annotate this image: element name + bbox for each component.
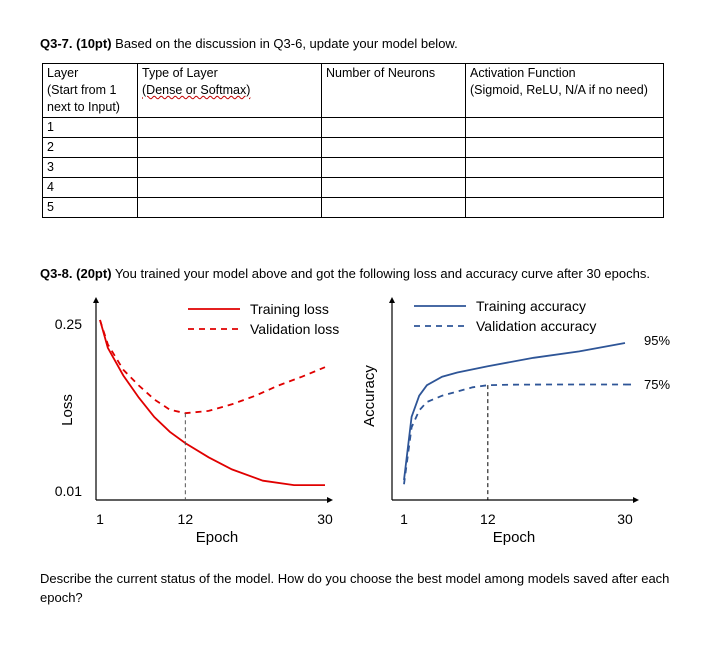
question-points: (10pt) <box>76 36 112 51</box>
header-layer: Layer (Start from 1 next to Input) <box>42 63 138 118</box>
y-axis-label: Loss <box>59 394 76 426</box>
loss-chart: 0.25 0.01 1 12 30 Epoch Loss Training loss Valid… <box>55 297 339 546</box>
legend-label: Training loss <box>250 301 329 317</box>
table-row: 2 <box>42 137 664 158</box>
legend-label: Validation accuracy <box>476 318 596 334</box>
legend-label: Validation loss <box>250 321 339 337</box>
end-value-label: 95% <box>644 333 670 348</box>
question-3-8-title: Q3-8. (20pt) You trained your model abov… <box>40 266 650 281</box>
x-tick-label: 1 <box>400 511 408 527</box>
charts-figure: 0.25 0.01 1 12 30 Epoch Loss Training loss Valid… <box>55 297 670 546</box>
question-points: (20pt) <box>76 266 112 281</box>
description-text: Describe the current status of the model… <box>40 571 670 605</box>
header-type-of-layer: Type of Layer (Dense or Softmax) <box>137 63 322 118</box>
accuracy-chart: 1 12 30 Epoch Accuracy Training accuracy Valid… <box>361 297 670 546</box>
layer-table: Layer (Start from 1 next to Input) Type … <box>42 63 664 218</box>
activation-cell[interactable] <box>465 197 664 218</box>
end-value-label: 75% <box>644 377 670 392</box>
validation-loss-line <box>99 319 326 415</box>
question-3-7-title: Q3-7. (10pt) Based on the discussion in … <box>40 36 458 51</box>
question-text: Based on the discussion in Q3-6, update … <box>115 36 458 51</box>
question-text: You trained your model above and got the… <box>114 266 650 281</box>
validation-accuracy-line <box>403 383 625 485</box>
table-row: 3 <box>42 157 664 178</box>
y-axis-label: Accuracy <box>361 365 378 427</box>
legend-label: Training accuracy <box>476 298 586 314</box>
x-tick-label: 1 <box>96 511 104 527</box>
training-accuracy-line <box>403 342 626 481</box>
x-tick-label: 12 <box>178 511 194 527</box>
question-number: Q3-8. <box>40 266 73 281</box>
x-axis-label: Epoch <box>493 529 536 546</box>
y-tick-label: 0.25 <box>55 316 82 332</box>
y-tick-label: 0.01 <box>55 483 82 499</box>
training-loss-line <box>99 319 325 487</box>
row-number: 5 <box>42 197 138 218</box>
x-tick-label: 30 <box>617 511 633 527</box>
question-number: Q3-7. <box>40 36 73 51</box>
table-row: 5 <box>42 197 664 218</box>
x-axis-label: Epoch <box>196 529 239 546</box>
x-tick-label: 12 <box>480 511 496 527</box>
x-tick-label: 30 <box>317 511 333 527</box>
table-row: 1 <box>42 117 664 138</box>
